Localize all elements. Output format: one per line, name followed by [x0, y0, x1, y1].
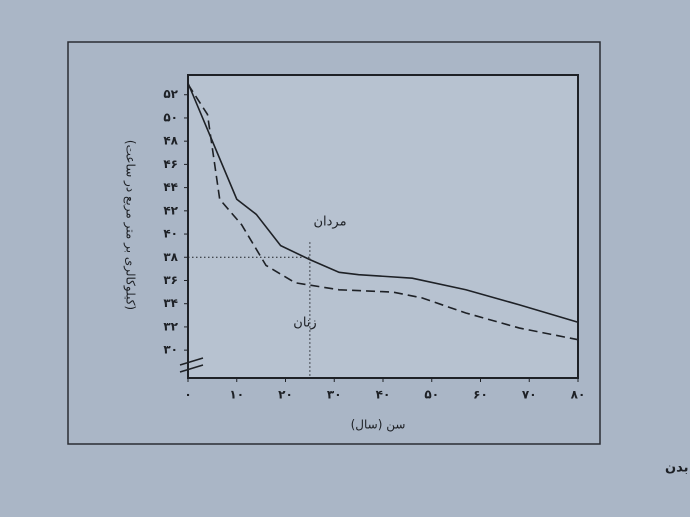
x-tick-label: ۱۰ — [229, 388, 244, 402]
y-tick-label: ۳۲ — [163, 319, 178, 333]
y-tick-label: ۳۴ — [163, 296, 178, 310]
x-tick-label: ۵۰ — [424, 388, 439, 402]
x-tick-label: ۰ — [184, 388, 191, 402]
caption: نمودار ۱۰-۲. برآورد میزان انرژی سوخت و س… — [665, 459, 690, 476]
axis-break — [179, 357, 204, 366]
y-tick-label: ۳۸ — [163, 250, 178, 264]
series-label: زنان — [293, 316, 316, 331]
y-tick-label: ۵۰ — [163, 110, 178, 124]
series-label: مردان — [313, 215, 346, 230]
outer-frame — [67, 41, 601, 445]
x-tick-label: ۴۰ — [376, 388, 391, 402]
y-tick-label: ۵۲ — [163, 87, 178, 101]
series-line — [187, 82, 579, 324]
x-tick-label: ۷۰ — [522, 388, 537, 402]
x-axis-label: سن (سال) — [351, 418, 406, 433]
plot-frame — [187, 74, 579, 379]
y-tick-label: ۴۶ — [163, 157, 178, 171]
y-tick-label: ۴۸ — [163, 134, 178, 148]
y-tick-label: ۴۰ — [163, 227, 178, 241]
y-tick-label: ۳۶ — [163, 273, 178, 287]
axis-break — [179, 364, 204, 373]
x-tick-label: ۳۰ — [327, 388, 342, 402]
x-tick-label: ۸۰ — [571, 388, 586, 402]
y-tick-label: ۴۲ — [163, 203, 178, 217]
y-tick-label: ۴۴ — [163, 180, 178, 194]
series-line — [187, 83, 579, 341]
x-tick-label: ۶۰ — [473, 388, 488, 402]
y-tick-label: ۳۰ — [163, 343, 178, 357]
x-tick-label: ۲۰ — [278, 388, 293, 402]
y-axis-label: (کیلوکالری بر متر مربع در ساعت) — [123, 140, 138, 310]
